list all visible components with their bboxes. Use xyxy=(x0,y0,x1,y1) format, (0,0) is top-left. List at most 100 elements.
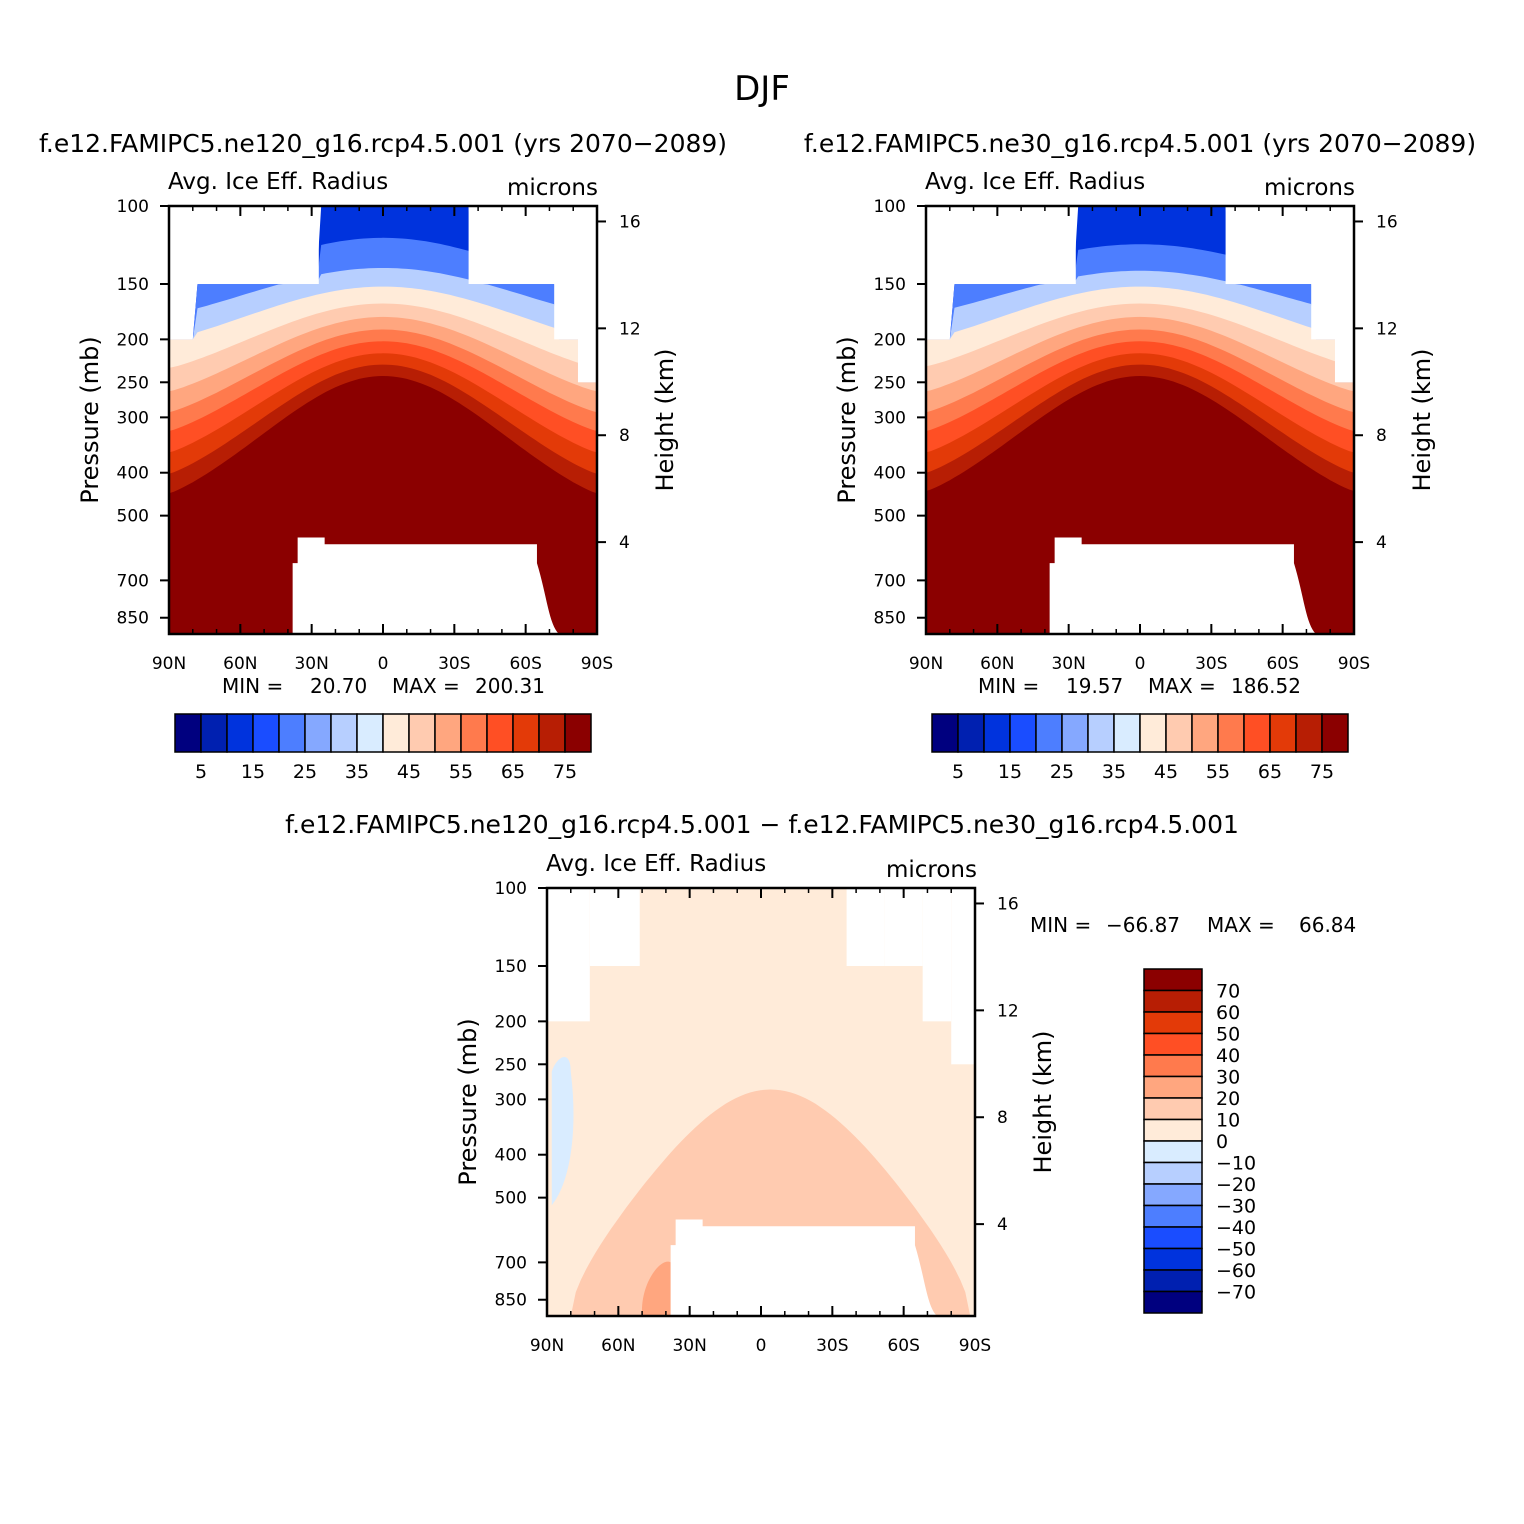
max-label: MAX = xyxy=(392,674,460,698)
panel-subtitle-right: microns xyxy=(507,175,598,201)
colorbar-label: 70 xyxy=(1216,981,1240,1003)
colorbar-label: 0 xyxy=(1216,1131,1228,1153)
surface-topography-mask xyxy=(670,1219,937,1316)
colorbar-swatch xyxy=(1143,1075,1203,1099)
y-tick-label: 700 xyxy=(874,571,906,591)
surface-topography-mask xyxy=(292,537,559,634)
colorbar-swatch xyxy=(931,713,959,753)
colorbar-swatch xyxy=(252,713,280,753)
x-tick-label: 0 xyxy=(1135,654,1146,674)
colorbar-swatch xyxy=(460,713,488,753)
colorbar-swatch xyxy=(226,713,254,753)
colorbar-swatch xyxy=(957,713,985,753)
colorbar-swatch xyxy=(538,713,566,753)
colorbar-swatch xyxy=(564,713,592,753)
max-label: MAX = xyxy=(1148,674,1216,698)
above-model-top-mask xyxy=(922,888,952,1022)
y-tick-label: 150 xyxy=(874,275,906,295)
colorbar-label: −30 xyxy=(1216,1196,1256,1218)
y-tick-label: 500 xyxy=(495,1189,527,1209)
y-tick-label: 700 xyxy=(117,571,149,591)
colorbar-label: 45 xyxy=(1154,761,1178,783)
y-tick-label: 500 xyxy=(874,507,906,527)
y-tick-label: 200 xyxy=(117,330,149,350)
y-tick-label: 400 xyxy=(495,1146,527,1166)
colorbar-swatch xyxy=(1143,989,1203,1013)
min-value: 20.70 xyxy=(310,674,367,698)
height-tick-label: 4 xyxy=(619,533,630,553)
panel-title: f.e12.FAMIPC5.ne120_g16.rcp4.5.001 − f.e… xyxy=(285,810,1239,839)
plot-area: 90N 60N 30N 0 30S 60S 90S 100 150 200 250 300 400 500… xyxy=(874,197,1398,674)
colorbar-swatch xyxy=(1143,968,1203,992)
colorbar-label: −60 xyxy=(1216,1260,1256,1282)
y-tick-label: 250 xyxy=(874,373,906,393)
colorbar-label: 55 xyxy=(1206,761,1230,783)
x-tick-label: 30S xyxy=(816,1336,848,1356)
panel-title: f.e12.FAMIPC5.ne30_g16.rcp4.5.001 (yrs 2… xyxy=(804,129,1476,158)
y-axis-label: Pressure (mb) xyxy=(76,336,104,503)
colorbar-label: −70 xyxy=(1216,1282,1256,1304)
above-model-top-mask xyxy=(1334,206,1354,383)
min-label: MIN = xyxy=(978,674,1039,698)
x-tick-label: 0 xyxy=(378,654,389,674)
colorbar-swatch xyxy=(1143,1054,1203,1078)
contour-field xyxy=(547,888,975,1316)
colorbar-label: 10 xyxy=(1216,1110,1240,1132)
y-tick-label: 200 xyxy=(874,330,906,350)
colorbar-swatch xyxy=(1087,713,1115,753)
axes: 90N 60N 30N 0 30S 60S 90S 100 150 200 250 300 400 500… xyxy=(874,197,1398,674)
colorbar-swatch xyxy=(200,713,228,753)
colorbar-label: 35 xyxy=(1102,761,1126,783)
x-tick-label: 30N xyxy=(1051,654,1085,674)
colorbar-label: 40 xyxy=(1216,1045,1240,1067)
above-model-top-mask xyxy=(990,206,1076,285)
above-model-top-mask xyxy=(926,206,950,340)
y-axis-label-right: Height (km) xyxy=(1408,349,1436,492)
x-tick-label: 30N xyxy=(672,1336,706,1356)
y-tick-label: 150 xyxy=(117,275,149,295)
y-tick-label: 300 xyxy=(874,408,906,428)
plot-area: 90N 60N 30N 0 30S 60S 90S 100 150 200 250 300 400 500… xyxy=(117,197,641,674)
colorbar-swatch xyxy=(1217,713,1245,753)
colorbar-swatch xyxy=(1061,713,1089,753)
x-tick-label: 30S xyxy=(438,654,470,674)
colorbar-swatch xyxy=(304,713,332,753)
above-model-top-mask xyxy=(884,888,923,967)
y-tick-label: 850 xyxy=(874,609,906,629)
min-value: −66.87 xyxy=(1106,913,1180,937)
panel-ne30: f.e12.FAMIPC5.ne30_g16.rcp4.5.001 (yrs 2… xyxy=(804,129,1476,783)
above-model-top-mask xyxy=(1258,206,1312,285)
colorbar-label: 25 xyxy=(293,761,317,783)
y-axis-label: Pressure (mb) xyxy=(833,336,861,503)
panel-subtitle-left: Avg. Ice Eff. Radius xyxy=(925,169,1145,195)
y-tick-label: 100 xyxy=(495,879,527,899)
colorbar-swatch xyxy=(1269,713,1297,753)
height-tick-label: 16 xyxy=(1376,212,1398,232)
min-label: MIN = xyxy=(222,674,283,698)
colorbar-swatch xyxy=(330,713,358,753)
height-tick-label: 12 xyxy=(619,319,641,339)
colorbar-label: 65 xyxy=(501,761,525,783)
panel-subtitle-left: Avg. Ice Eff. Radius xyxy=(546,851,766,877)
min-label: MIN = xyxy=(1030,913,1091,937)
colorbar-swatch xyxy=(512,713,540,753)
height-tick-label: 8 xyxy=(619,426,630,446)
y-tick-label: 250 xyxy=(495,1055,527,1075)
max-value: 186.52 xyxy=(1231,674,1301,698)
above-model-top-mask xyxy=(846,888,885,967)
colorbar-swatch xyxy=(1165,713,1193,753)
y-axis-label: Pressure (mb) xyxy=(454,1018,482,1185)
colorbar-label: 35 xyxy=(345,761,369,783)
panel-subtitle-right: microns xyxy=(886,857,977,883)
contour-band-20-30 xyxy=(641,1261,671,1316)
colorbar-swatch xyxy=(1035,713,1063,753)
y-tick-label: 100 xyxy=(874,197,906,217)
colorbar-swatch xyxy=(434,713,462,753)
colorbar-swatch xyxy=(278,713,306,753)
colorbar-label: 60 xyxy=(1216,1002,1240,1024)
colorbar-label: 15 xyxy=(998,761,1022,783)
height-tick-label: 12 xyxy=(1376,319,1398,339)
colorbar-swatch xyxy=(1143,1140,1203,1164)
above-model-top-mask xyxy=(589,888,640,967)
